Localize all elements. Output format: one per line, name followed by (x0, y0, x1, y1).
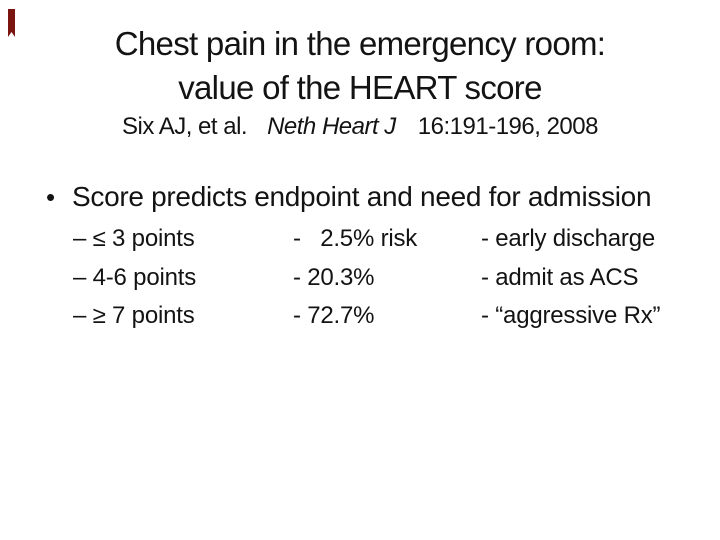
bullet-text: Score predicts endpoint and need for adm… (72, 181, 652, 212)
points-label: – ≥ 7 points (73, 302, 195, 329)
citation-journal: Neth Heart J (267, 113, 396, 140)
slide-title: Chest pain in the emergency room: value … (0, 22, 720, 110)
risk-value: - 2.5% risk (293, 225, 418, 252)
score-row-high: – ≥ 7 points - 72.7% - “aggressive Rx” (0, 303, 720, 329)
bullet-line: • Score predicts endpoint and need for a… (0, 181, 720, 212)
citation-authors: Six AJ, et al. (122, 113, 248, 140)
bullet-icon: • (46, 182, 55, 212)
risk-value: - 20.3% (293, 264, 375, 291)
risk-value: - 72.7% (293, 302, 375, 329)
management-label: - admit as ACS (481, 264, 639, 291)
management-label: - “aggressive Rx” (481, 302, 661, 329)
title-line-2: value of the HEART score (178, 69, 542, 106)
score-row-mid: – 4-6 points - 20.3% - admit as ACS (0, 265, 720, 291)
points-label: – ≤ 3 points (73, 225, 195, 252)
citation-reference: 16:191-196, 2008 (417, 113, 599, 140)
points-label: – 4-6 points (73, 264, 197, 291)
management-label: - early discharge (481, 225, 656, 252)
title-line-1: Chest pain in the emergency room: (114, 25, 606, 62)
score-row-low: – ≤ 3 points - 2.5% risk - early dischar… (0, 226, 720, 252)
bookmark-ribbon-icon (8, 9, 15, 37)
citation-line: Six AJ, et al. Neth Heart J 16:191-196, 20… (0, 112, 720, 142)
